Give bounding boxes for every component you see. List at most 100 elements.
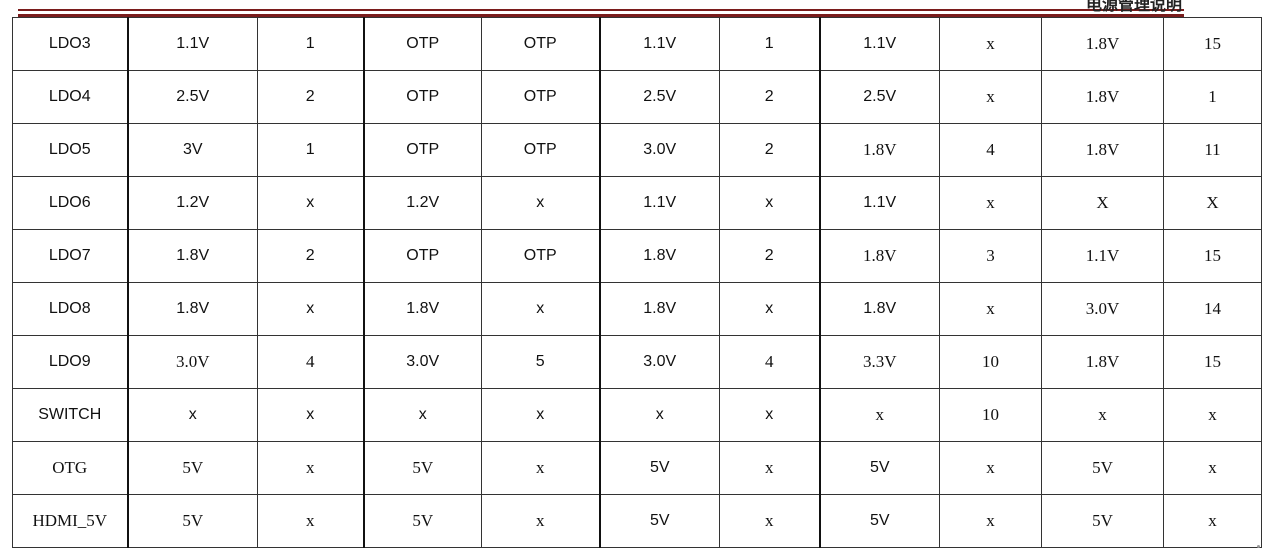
table-cell: x — [362, 388, 482, 442]
table-cell: 1.8V — [126, 282, 258, 336]
table-cell: 1 — [719, 17, 820, 71]
table-cell: 2 — [257, 229, 364, 283]
table-cell: 1.2V — [362, 176, 482, 230]
table-cell: 2 — [719, 70, 820, 124]
table-cell: OTP — [481, 229, 600, 283]
table-cell: 3.0V — [126, 335, 258, 389]
table-cell: X — [1041, 176, 1164, 230]
table-cell: 1 — [257, 123, 364, 177]
table-cell: x — [257, 388, 364, 442]
table-cell: x — [719, 494, 820, 548]
table-cell: 5V — [818, 494, 940, 548]
table-cell: 1.8V — [818, 282, 940, 336]
table-cell: 1.8V — [818, 123, 940, 177]
table-cell: x — [257, 176, 364, 230]
table-cell: 1.8V — [598, 229, 720, 283]
table-row: HDMI_5V 5V x 5V x 5V x 5V x 5V x — [12, 494, 1262, 548]
table-cell: 10 — [939, 388, 1042, 442]
table-cell: 1 — [1163, 70, 1262, 124]
table-cell: 2 — [719, 123, 820, 177]
table-cell: x — [1163, 441, 1262, 495]
corner-dot — [1257, 545, 1260, 548]
table-cell: 1.8V — [1041, 70, 1164, 124]
table-cell: 5V — [598, 441, 720, 495]
table-cell: x — [939, 441, 1042, 495]
table-cell: 2.5V — [126, 70, 258, 124]
table-cell: 1.8V — [126, 229, 258, 283]
table-cell: 1.1V — [598, 176, 720, 230]
table-cell: 4 — [719, 335, 820, 389]
table-cell: 3.0V — [362, 335, 482, 389]
table-cell: 1.8V — [1041, 123, 1164, 177]
table-cell: 1.1V — [818, 17, 940, 71]
table-cell: OTP — [362, 229, 482, 283]
table-cell: x — [481, 494, 600, 548]
table-cell: 15 — [1163, 335, 1262, 389]
table-cell: LDO8 — [12, 282, 128, 336]
table-cell: 1.8V — [362, 282, 482, 336]
table-cell: x — [481, 282, 600, 336]
table-cell: 5V — [818, 441, 940, 495]
table-cell: 10 — [939, 335, 1042, 389]
table-cell: 1 — [257, 17, 364, 71]
table-cell: X — [1163, 176, 1262, 230]
table-cell: OTG — [12, 441, 128, 495]
table-cell: x — [818, 388, 940, 442]
table-cell: 1.1V — [126, 17, 258, 71]
table-cell: x — [939, 176, 1042, 230]
table-cell: LDO7 — [12, 229, 128, 283]
table-cell: 4 — [257, 335, 364, 389]
table-cell: 11 — [1163, 123, 1262, 177]
table-cell: x — [939, 70, 1042, 124]
table-row: LDO5 3V 1 OTP OTP 3.0V 2 1.8V 4 1.8V 11 — [12, 123, 1262, 177]
table-cell: 2.5V — [598, 70, 720, 124]
table-cell: 5V — [1041, 441, 1164, 495]
table-cell: 1.1V — [1041, 229, 1164, 283]
table-cell: 3.0V — [598, 335, 720, 389]
table-row: LDO9 3.0V 4 3.0V 5 3.0V 4 3.3V 10 1.8V 15 — [12, 335, 1262, 389]
table-cell: SWITCH — [12, 388, 128, 442]
table-cell: 1.8V — [1041, 17, 1164, 71]
ldo-table: LDO3 1.1V 1 OTP OTP 1.1V 1 1.1V x 1.8V 15 LDO4 2.5V 2… — [12, 17, 1262, 548]
table-cell: 15 — [1163, 17, 1262, 71]
table-cell: 15 — [1163, 229, 1262, 283]
table-cell: 5V — [1041, 494, 1164, 548]
table-row: SWITCH x x x x x x x 10 x x — [12, 388, 1262, 442]
table-cell: 5V — [362, 441, 482, 495]
table-cell: LDO5 — [12, 123, 128, 177]
table-row: LDO8 1.8V x 1.8V x 1.8V x 1.8V x 3.0V 14 — [12, 282, 1262, 336]
header-rule-bottom — [18, 14, 1184, 17]
table-row: LDO4 2.5V 2 OTP OTP 2.5V 2 2.5V x 1.8V 1 — [12, 70, 1262, 124]
table-cell: x — [719, 282, 820, 336]
table-cell: 3V — [126, 123, 258, 177]
table-cell: OTP — [362, 70, 482, 124]
table-cell: 1.2V — [126, 176, 258, 230]
table-cell: 5 — [481, 335, 600, 389]
table-cell: 2 — [719, 229, 820, 283]
table-cell: HDMI_5V — [12, 494, 128, 548]
table-cell: x — [481, 176, 600, 230]
table-cell: x — [939, 17, 1042, 71]
table-cell: x — [598, 388, 720, 442]
table-row: OTG 5V x 5V x 5V x 5V x 5V x — [12, 441, 1262, 495]
table-cell: 1.8V — [598, 282, 720, 336]
table-cell: x — [481, 388, 600, 442]
table-cell: LDO6 — [12, 176, 128, 230]
table-cell: 5V — [126, 441, 258, 495]
table-cell: x — [719, 388, 820, 442]
table-cell: x — [1163, 388, 1262, 442]
table-row: LDO3 1.1V 1 OTP OTP 1.1V 1 1.1V x 1.8V 15 — [12, 17, 1262, 71]
table-cell: 4 — [939, 123, 1042, 177]
table-row: LDO7 1.8V 2 OTP OTP 1.8V 2 1.8V 3 1.1V 15 — [12, 229, 1262, 283]
table-cell: OTP — [481, 70, 600, 124]
table-cell: 2.5V — [818, 70, 940, 124]
table-cell: 5V — [598, 494, 720, 548]
table-cell: 3.0V — [598, 123, 720, 177]
table-cell: x — [257, 441, 364, 495]
table-cell: OTP — [362, 17, 482, 71]
table-cell: 1.8V — [818, 229, 940, 283]
table-cell: x — [719, 176, 820, 230]
table-cell: 1.8V — [1041, 335, 1164, 389]
table-cell: x — [257, 494, 364, 548]
table-cell: OTP — [481, 123, 600, 177]
